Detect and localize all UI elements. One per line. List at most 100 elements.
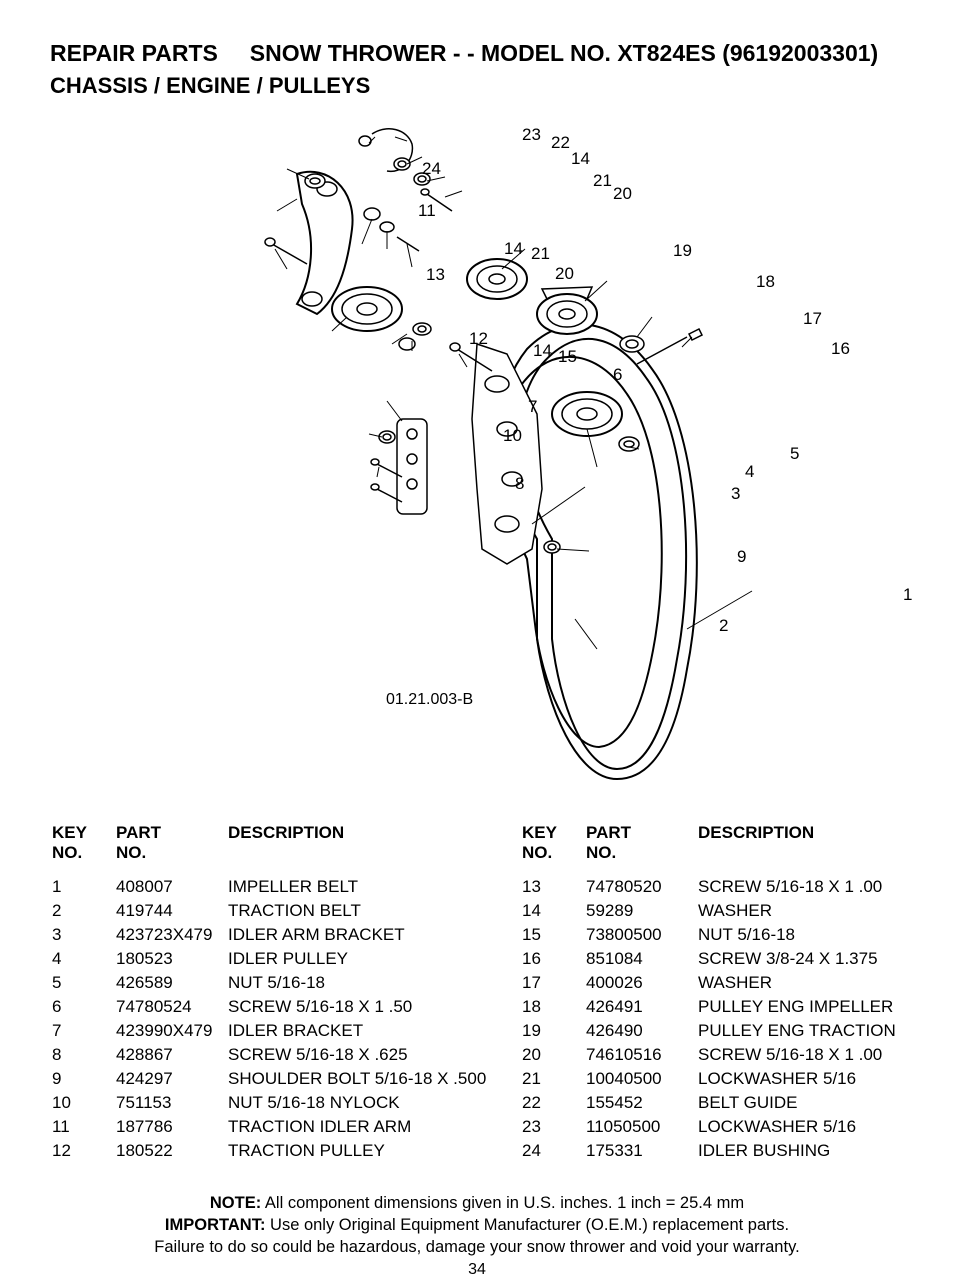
diagram-callout: 23 xyxy=(522,125,541,145)
table-row: 2074610516SCREW 5/16-18 X 1 .00 xyxy=(522,1044,918,1066)
diagram-callout: 11 xyxy=(418,201,436,221)
cell-part: 187786 xyxy=(116,1116,226,1138)
cell-key: 2 xyxy=(52,900,114,922)
table-row: 674780524SCREW 5/16-18 X 1 .50 xyxy=(52,996,488,1018)
footer-notes: NOTE: All component dimensions given in … xyxy=(50,1192,904,1259)
col-header-desc: DESCRIPTION xyxy=(228,823,488,874)
cell-desc: NUT 5/16-18 NYLOCK xyxy=(228,1092,488,1114)
cell-desc: TRACTION PULLEY xyxy=(228,1140,488,1162)
cell-part: 10040500 xyxy=(586,1068,696,1090)
diagram-callout: 20 xyxy=(613,184,632,204)
diagram-callout: 4 xyxy=(745,462,754,482)
cell-desc: SCREW 5/16-18 X 1 .00 xyxy=(698,876,918,898)
cell-desc: SHOULDER BOLT 5/16-18 X .500 xyxy=(228,1068,488,1090)
cell-desc: SCREW 5/16-18 X 1 .00 xyxy=(698,1044,918,1066)
cell-part: 851084 xyxy=(586,948,696,970)
diagram-callout: 9 xyxy=(737,547,746,567)
cell-desc: TRACTION BELT xyxy=(228,900,488,922)
cell-key: 5 xyxy=(52,972,114,994)
table-row: 19426490PULLEY ENG TRACTION xyxy=(522,1020,918,1042)
diagram-callout: 22 xyxy=(551,133,570,153)
cell-part: 11050500 xyxy=(586,1116,696,1138)
diagram-callout: 14 xyxy=(504,239,523,259)
col-header-key: KEYNO. xyxy=(522,823,584,874)
cell-key: 3 xyxy=(52,924,114,946)
cell-key: 18 xyxy=(522,996,584,1018)
cell-part: 426490 xyxy=(586,1020,696,1042)
diagram-svg xyxy=(197,119,757,809)
important-label: IMPORTANT: xyxy=(165,1216,266,1234)
table-row: 5426589NUT 5/16-18 xyxy=(52,972,488,994)
diagram-callout: 2 xyxy=(719,616,728,636)
warranty-text: Failure to do so could be hazardous, dam… xyxy=(50,1236,904,1258)
cell-desc: SCREW 5/16-18 X 1 .50 xyxy=(228,996,488,1018)
table-row: 2311050500LOCKWASHER 5/16 xyxy=(522,1116,918,1138)
cell-desc: SCREW 5/16-18 X .625 xyxy=(228,1044,488,1066)
diagram-callout: 21 xyxy=(593,171,612,191)
diagram-callout: 5 xyxy=(790,444,799,464)
section-title: CHASSIS / ENGINE / PULLEYS xyxy=(50,73,904,99)
table-row: 8428867SCREW 5/16-18 X .625 xyxy=(52,1044,488,1066)
table-row: 7423990X479IDLER BRACKET xyxy=(52,1020,488,1042)
page-number: 34 xyxy=(50,1261,904,1279)
col-header-part: PARTNO. xyxy=(586,823,696,874)
table-row: 3423723X479IDLER ARM BRACKET xyxy=(52,924,488,946)
cell-key: 13 xyxy=(522,876,584,898)
model-number: (96192003301) xyxy=(722,40,878,66)
col-header-desc: DESCRIPTION xyxy=(698,823,918,874)
cell-desc: IDLER ARM BRACKET xyxy=(228,924,488,946)
cell-desc: TRACTION IDLER ARM xyxy=(228,1116,488,1138)
cell-desc: NUT 5/16-18 xyxy=(228,972,488,994)
col-header-part: PARTNO. xyxy=(116,823,226,874)
cell-key: 10 xyxy=(52,1092,114,1114)
cell-desc: LOCKWASHER 5/16 xyxy=(698,1116,918,1138)
diagram-callout: 3 xyxy=(731,484,740,504)
cell-key: 6 xyxy=(52,996,114,1018)
cell-part: 175331 xyxy=(586,1140,696,1162)
diagram-callout: 1 xyxy=(903,585,912,605)
cell-part: 180522 xyxy=(116,1140,226,1162)
cell-key: 24 xyxy=(522,1140,584,1162)
product-label: SNOW THROWER - - MODEL NO. xyxy=(250,40,611,66)
table-row: 2110040500LOCKWASHER 5/16 xyxy=(522,1068,918,1090)
diagram-callout: 8 xyxy=(515,474,524,494)
diagram-callout: 20 xyxy=(555,264,574,284)
parts-tables: KEYNO. PARTNO. DESCRIPTION 1408007IMPELL… xyxy=(50,821,904,1164)
cell-part: 400026 xyxy=(586,972,696,994)
cell-desc: BELT GUIDE xyxy=(698,1092,918,1114)
diagram-callout: 18 xyxy=(756,272,775,292)
cell-key: 7 xyxy=(52,1020,114,1042)
table-row: 22155452BELT GUIDE xyxy=(522,1092,918,1114)
diagram-callout: 13 xyxy=(426,265,445,285)
diagram-callout: 15 xyxy=(558,347,577,367)
cell-part: 426589 xyxy=(116,972,226,994)
exploded-diagram: 2322241421201114211320191817121415616710… xyxy=(50,119,904,809)
cell-desc: PULLEY ENG TRACTION xyxy=(698,1020,918,1042)
table-row: 24175331IDLER BUSHING xyxy=(522,1140,918,1162)
cell-part: 423990X479 xyxy=(116,1020,226,1042)
diagram-callout: 14 xyxy=(533,341,552,361)
cell-part: 419744 xyxy=(116,900,226,922)
table-row: 1408007IMPELLER BELT xyxy=(52,876,488,898)
cell-key: 19 xyxy=(522,1020,584,1042)
diagram-callout: 16 xyxy=(831,339,850,359)
table-row: 12180522TRACTION PULLEY xyxy=(52,1140,488,1162)
cell-key: 15 xyxy=(522,924,584,946)
diagram-callout: 14 xyxy=(571,149,590,169)
cell-part: 74610516 xyxy=(586,1044,696,1066)
cell-desc: PULLEY ENG IMPELLER xyxy=(698,996,918,1018)
cell-desc: IDLER PULLEY xyxy=(228,948,488,970)
cell-key: 11 xyxy=(52,1116,114,1138)
table-row: 1374780520SCREW 5/16-18 X 1 .00 xyxy=(522,876,918,898)
cell-part: 428867 xyxy=(116,1044,226,1066)
cell-part: 73800500 xyxy=(586,924,696,946)
cell-part: 424297 xyxy=(116,1068,226,1090)
table-row: 11187786TRACTION IDLER ARM xyxy=(52,1116,488,1138)
cell-key: 12 xyxy=(52,1140,114,1162)
diagram-callout: 21 xyxy=(531,244,550,264)
cell-key: 21 xyxy=(522,1068,584,1090)
cell-desc: IMPELLER BELT xyxy=(228,876,488,898)
cell-part: 426491 xyxy=(586,996,696,1018)
model-name: XT824ES xyxy=(617,40,715,66)
cell-part: 751153 xyxy=(116,1092,226,1114)
